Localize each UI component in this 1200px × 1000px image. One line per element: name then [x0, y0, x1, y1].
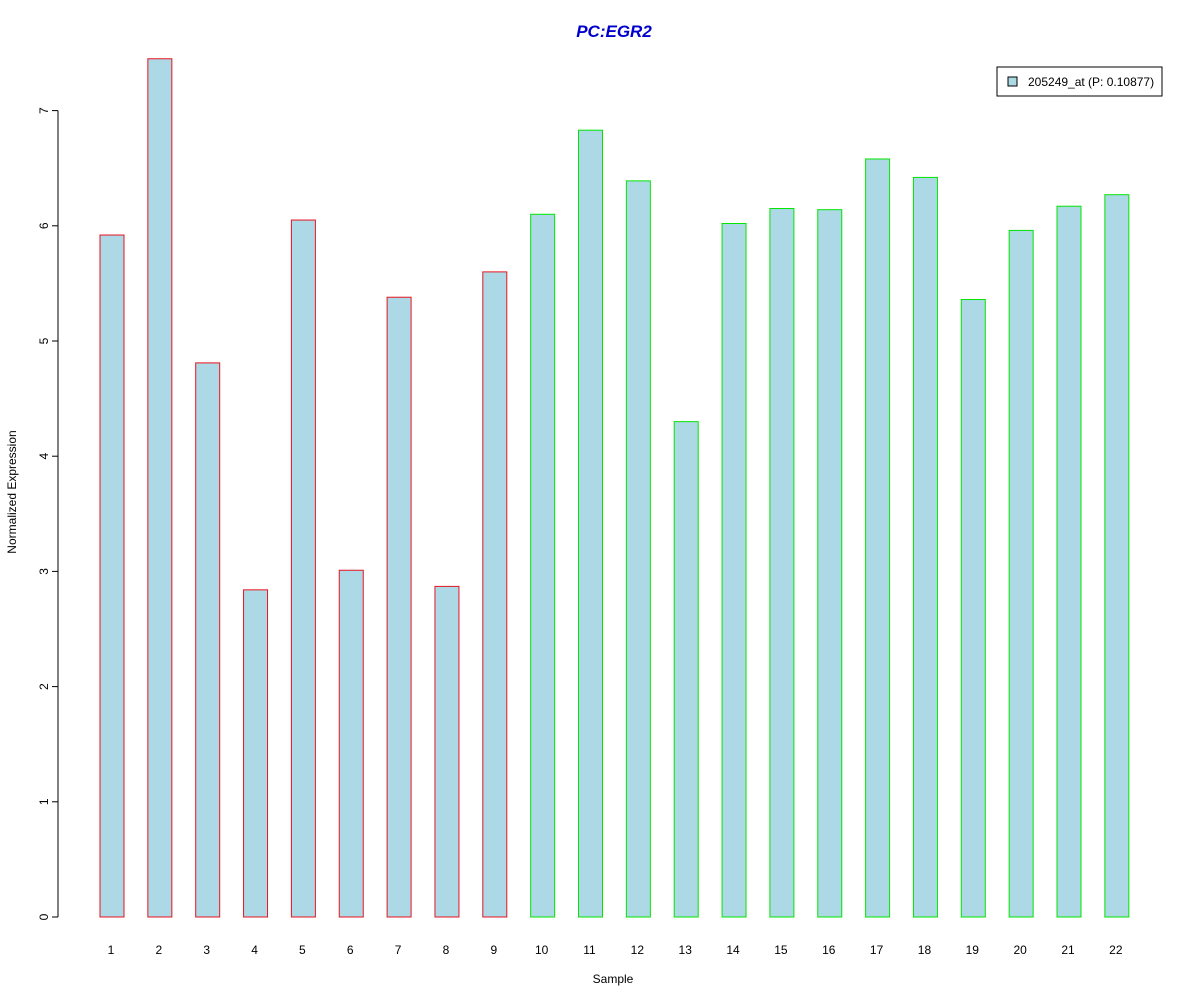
x-axis-label: Sample — [593, 972, 634, 986]
x-tick-label: 1 — [108, 943, 115, 957]
legend: 205249_at (P: 0.10877) — [996, 66, 1163, 97]
y-tick-label: 1 — [37, 798, 51, 805]
bar-sample-4 — [243, 589, 269, 918]
x-axis: 1 2 3 4 5 6 7 8 9 10 11 12 13 14 15 16 17 18 19 20 21 22 — [108, 943, 1123, 957]
bar-sample-18 — [912, 176, 938, 918]
legend-label: 205249_at (P: 0.10877) — [1028, 75, 1154, 89]
x-tick-label: 16 — [822, 943, 836, 957]
bar-sample-5 — [290, 219, 316, 918]
x-tick-label: 8 — [443, 943, 450, 957]
x-tick-label: 11 — [583, 943, 596, 957]
x-tick-label: 4 — [251, 943, 258, 957]
x-tick-label: 13 — [679, 943, 693, 957]
x-tick-label: 22 — [1109, 943, 1123, 957]
legend-box — [996, 66, 1163, 97]
legend-swatch — [1007, 76, 1018, 87]
bar-sample-21 — [1056, 205, 1082, 918]
bar-sample-16 — [817, 209, 843, 918]
y-tick-label: 7 — [37, 107, 51, 114]
bar-sample-1 — [99, 234, 125, 918]
x-tick-label: 10 — [535, 943, 549, 957]
x-tick-label: 21 — [1061, 943, 1075, 957]
y-tick-label: 6 — [37, 222, 51, 229]
x-tick-label: 20 — [1013, 943, 1027, 957]
x-tick-label: 14 — [726, 943, 740, 957]
bar-sample-20 — [1008, 229, 1034, 918]
x-tick-label: 6 — [347, 943, 354, 957]
y-tick-label: 4 — [37, 453, 51, 460]
bar-sample-12 — [625, 180, 651, 918]
bar-sample-14 — [721, 222, 747, 918]
y-axis-label: Normalized Expression — [5, 430, 19, 553]
y-tick-label: 3 — [37, 568, 51, 575]
bar-sample-7 — [386, 296, 412, 918]
bar-sample-8 — [434, 585, 460, 918]
bars — [99, 58, 1130, 918]
bar-sample-6 — [338, 569, 364, 918]
bar-sample-9 — [482, 271, 508, 918]
bar-sample-2 — [147, 58, 173, 918]
x-tick-label: 5 — [299, 943, 306, 957]
y-axis: 0 1 2 3 4 5 6 7 — [37, 107, 59, 920]
chart-title: PC:EGR2 — [576, 22, 652, 41]
bar-sample-19 — [960, 299, 986, 918]
x-tick-label: 2 — [156, 943, 163, 957]
x-tick-label: 19 — [966, 943, 980, 957]
bar-sample-17 — [865, 158, 891, 918]
x-tick-label: 9 — [490, 943, 497, 957]
x-tick-label: 12 — [631, 943, 645, 957]
x-tick-label: 18 — [918, 943, 932, 957]
x-tick-label: 3 — [203, 943, 210, 957]
bar-sample-13 — [673, 421, 699, 918]
x-tick-label: 15 — [774, 943, 788, 957]
bar-sample-11 — [578, 129, 603, 918]
y-tick-label: 5 — [37, 337, 51, 344]
y-tick-label: 2 — [37, 683, 51, 690]
bar-sample-3 — [195, 362, 221, 918]
bar-sample-22 — [1104, 194, 1130, 918]
bar-sample-10 — [530, 213, 556, 918]
x-tick-label: 7 — [395, 943, 402, 957]
y-tick-label: 0 — [37, 913, 51, 920]
x-tick-label: 17 — [870, 943, 884, 957]
bar-sample-15 — [769, 208, 795, 918]
